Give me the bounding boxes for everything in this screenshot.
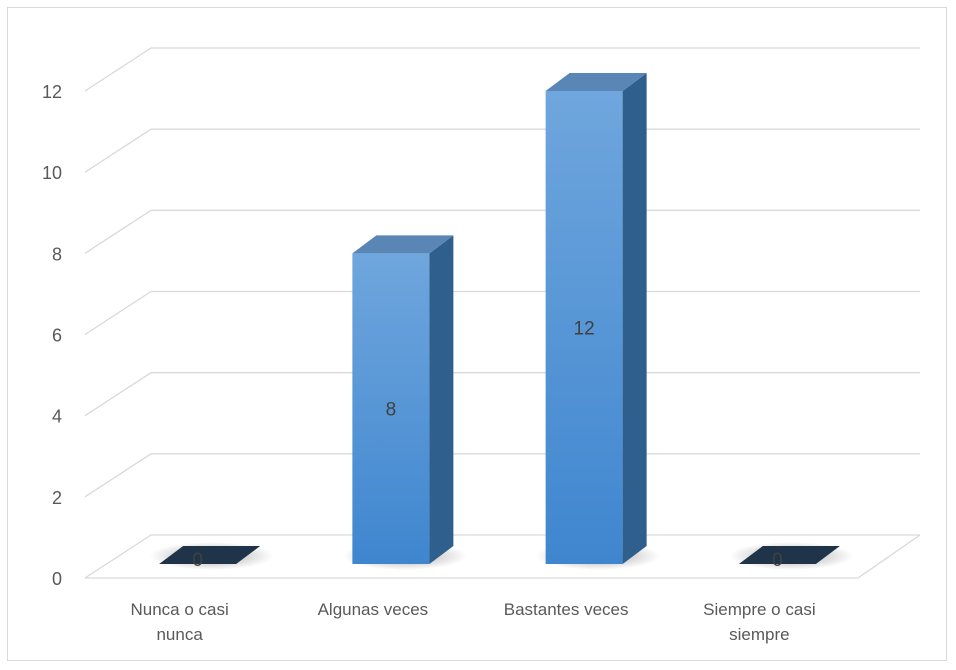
y-tick-label: 4 xyxy=(52,407,62,427)
y-tick-label: 10 xyxy=(42,163,62,183)
y-tick-label: 0 xyxy=(52,569,62,589)
y-tick-label: 2 xyxy=(52,488,62,508)
gridline xyxy=(84,47,920,92)
bar xyxy=(738,546,840,564)
bars xyxy=(159,73,840,565)
y-tick-label: 12 xyxy=(42,82,62,102)
x-tick-label: Nunca o casi xyxy=(130,600,228,619)
y-tick-label: 8 xyxy=(52,244,62,264)
labels: 0 2 4 6 8 10 12 0 Nunca o casi nunca 8 Algunas vece… xyxy=(42,82,816,644)
y-tick-label: 6 xyxy=(52,326,62,346)
bar-side xyxy=(429,235,454,565)
gridlines xyxy=(84,47,921,579)
data-label: 0 xyxy=(772,550,783,571)
bar xyxy=(545,91,623,564)
floor-right-edge xyxy=(857,534,921,579)
gridline xyxy=(84,534,920,579)
bar xyxy=(352,253,430,565)
bar-top xyxy=(545,73,647,91)
gridline xyxy=(84,290,920,336)
gridline xyxy=(84,128,920,173)
bar-top xyxy=(352,235,454,254)
data-label: 0 xyxy=(192,550,203,571)
bar xyxy=(159,546,261,564)
gridline xyxy=(84,372,920,417)
bar-side xyxy=(622,73,647,564)
x-tick-label: nunca xyxy=(156,625,203,644)
x-tick-label: Algunas veces xyxy=(318,600,429,619)
x-tick-label: Bastantes veces xyxy=(504,600,629,619)
gridline xyxy=(84,209,920,254)
data-label: 12 xyxy=(574,319,595,340)
gridline xyxy=(84,453,920,498)
x-tick-label: Siempre o casi xyxy=(703,600,815,619)
x-tick-label: siempre xyxy=(729,625,789,644)
data-label: 8 xyxy=(386,400,397,421)
